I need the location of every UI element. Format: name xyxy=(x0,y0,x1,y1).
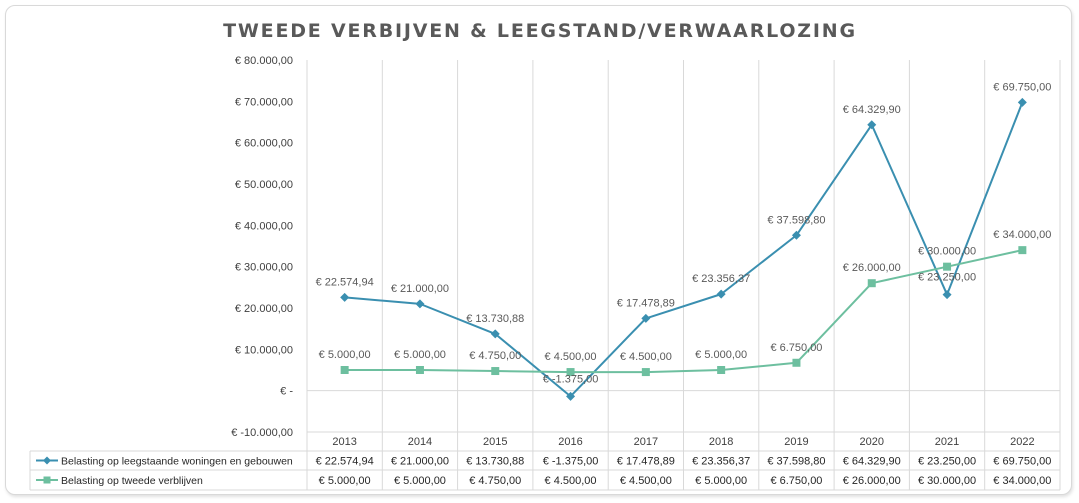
data-point-diamond xyxy=(415,299,425,309)
data-label: € 5.000,00 xyxy=(394,349,446,361)
table-cell-value: € 30.000,00 xyxy=(918,475,976,487)
y-tick-label: € - xyxy=(280,386,293,398)
data-point-square xyxy=(641,368,650,377)
table-cell-value: € 5.000,00 xyxy=(394,475,446,487)
data-point-square xyxy=(943,262,952,271)
table-cell-value: € 23.250,00 xyxy=(918,456,976,468)
data-point-diamond xyxy=(867,120,877,130)
x-tick-label: 2014 xyxy=(408,436,432,448)
table-cell-value: € -1.375,00 xyxy=(543,456,599,468)
legend-key-diamond-marker xyxy=(43,456,51,465)
table-cell-value: € 5.000,00 xyxy=(319,475,371,487)
chart-title: TWEEDE VERBIJVEN & LEEGSTAND/VERWAARLOZI… xyxy=(223,20,857,42)
x-tick-label: 2018 xyxy=(709,436,733,448)
data-label: € 22.574,94 xyxy=(316,276,374,288)
y-tick-label: € 70.000,00 xyxy=(235,96,293,108)
data-label: € 13.730,88 xyxy=(466,313,524,325)
table-cell-value: € 6.750,00 xyxy=(770,475,822,487)
data-labels: € 22.574,94 € 21.000,00 € 13.730,88 € -1.37… xyxy=(316,81,1052,385)
x-tick-label: 2019 xyxy=(784,436,808,448)
legend-series-name: Belasting op tweede verblijven xyxy=(61,475,203,487)
data-label: € 6.750,00 xyxy=(770,342,822,354)
data-point-diamond xyxy=(791,230,801,240)
series-line-belasting-op-tweede-verblijven xyxy=(344,249,1023,374)
data-point-square xyxy=(717,366,726,374)
y-axis: € -10.000,00 € - € 10.000,00 € 20.000,00 € 3… xyxy=(231,55,293,439)
x-tick-label: 2016 xyxy=(558,436,582,448)
data-label: € 26.000,00 xyxy=(843,262,901,274)
y-tick-label: € 60.000,00 xyxy=(235,138,293,150)
table-cell-value: € 5.000,00 xyxy=(695,475,747,487)
y-tick-label: € 30.000,00 xyxy=(235,262,293,274)
table-cell-value: € 17.478,89 xyxy=(617,456,675,468)
x-tick-label: 2022 xyxy=(1010,436,1034,448)
data-label: € 69.750,00 xyxy=(993,81,1051,93)
data-point-square xyxy=(867,279,876,288)
y-tick-label: € 20.000,00 xyxy=(235,303,293,315)
chart-frame xyxy=(5,5,1072,495)
data-label: € 37.598,80 xyxy=(767,214,825,226)
data-label: € 23.250,00 xyxy=(918,272,976,284)
data-point-diamond xyxy=(716,289,726,299)
data-point-diamond xyxy=(1017,97,1027,107)
data-point-diamond xyxy=(490,329,500,339)
data-point-square xyxy=(491,367,500,376)
table-cell-value: € 13.730,88 xyxy=(466,456,524,468)
table-cell-value: € 69.750,00 xyxy=(993,456,1051,468)
y-tick-label: € -10.000,00 xyxy=(231,427,293,439)
x-tick-label: 2021 xyxy=(935,436,959,448)
table-cell-value: € 21.000,00 xyxy=(391,456,449,468)
data-label: € 23.356,37 xyxy=(692,273,750,285)
y-tick-label: € 80.000,00 xyxy=(235,55,293,67)
data-label: € 4.500,00 xyxy=(620,351,672,363)
data-label: € 30.000,00 xyxy=(918,246,976,258)
y-tick-label: € 40.000,00 xyxy=(235,220,293,232)
data-label: € 34.000,00 xyxy=(993,229,1051,241)
data-label: € 21.000,00 xyxy=(391,283,449,295)
series-layer xyxy=(340,97,1027,401)
legend-key-square-marker xyxy=(43,476,51,484)
data-point-diamond xyxy=(641,313,651,323)
table-cell-value: € 23.356,37 xyxy=(692,456,750,468)
data-label: € 64.329,90 xyxy=(843,104,901,116)
data-label: € -1.375,00 xyxy=(543,373,599,385)
x-tick-label: 2013 xyxy=(332,436,356,448)
data-point-diamond xyxy=(566,391,576,401)
data-point-diamond xyxy=(340,292,350,302)
table-cell-value: € 4.500,00 xyxy=(545,475,597,487)
data-label: € 4.500,00 xyxy=(545,351,597,363)
table-cell-value: € 26.000,00 xyxy=(843,475,901,487)
data-table: 2013 2014 2015 2016 2017 2018 2019 2020 2021 2022… xyxy=(29,431,1060,491)
data-point-square xyxy=(792,358,801,367)
y-tick-label: € 10.000,00 xyxy=(235,344,293,356)
table-cell-value: € 4.500,00 xyxy=(620,475,672,487)
data-point-square xyxy=(415,366,424,374)
data-label: € 5.000,00 xyxy=(319,349,371,361)
data-label: € 4.750,00 xyxy=(469,350,521,362)
table-cell-value: € 22.574,94 xyxy=(316,456,374,468)
table-cell-value: € 4.750,00 xyxy=(469,475,521,487)
table-cell-value: € 34.000,00 xyxy=(993,475,1051,487)
table-cell-value: € 37.598,80 xyxy=(767,456,825,468)
y-tick-label: € 50.000,00 xyxy=(235,179,293,191)
data-label: € 17.478,89 xyxy=(617,297,675,309)
data-point-square xyxy=(566,368,575,377)
x-tick-label: 2017 xyxy=(634,436,658,448)
series-line-belasting-op-leegstaande-woningen-en-gebouwen xyxy=(344,102,1024,398)
legend-series-name: Belasting op leegstaande woningen en geb… xyxy=(61,456,293,468)
data-point-diamond xyxy=(942,290,952,300)
x-tick-label: 2020 xyxy=(860,436,884,448)
data-point-square xyxy=(340,366,349,374)
data-point-square xyxy=(1018,246,1027,255)
table-cell-value: € 64.329,90 xyxy=(843,456,901,468)
data-label: € 5.000,00 xyxy=(695,349,747,361)
x-tick-label: 2015 xyxy=(483,436,507,448)
